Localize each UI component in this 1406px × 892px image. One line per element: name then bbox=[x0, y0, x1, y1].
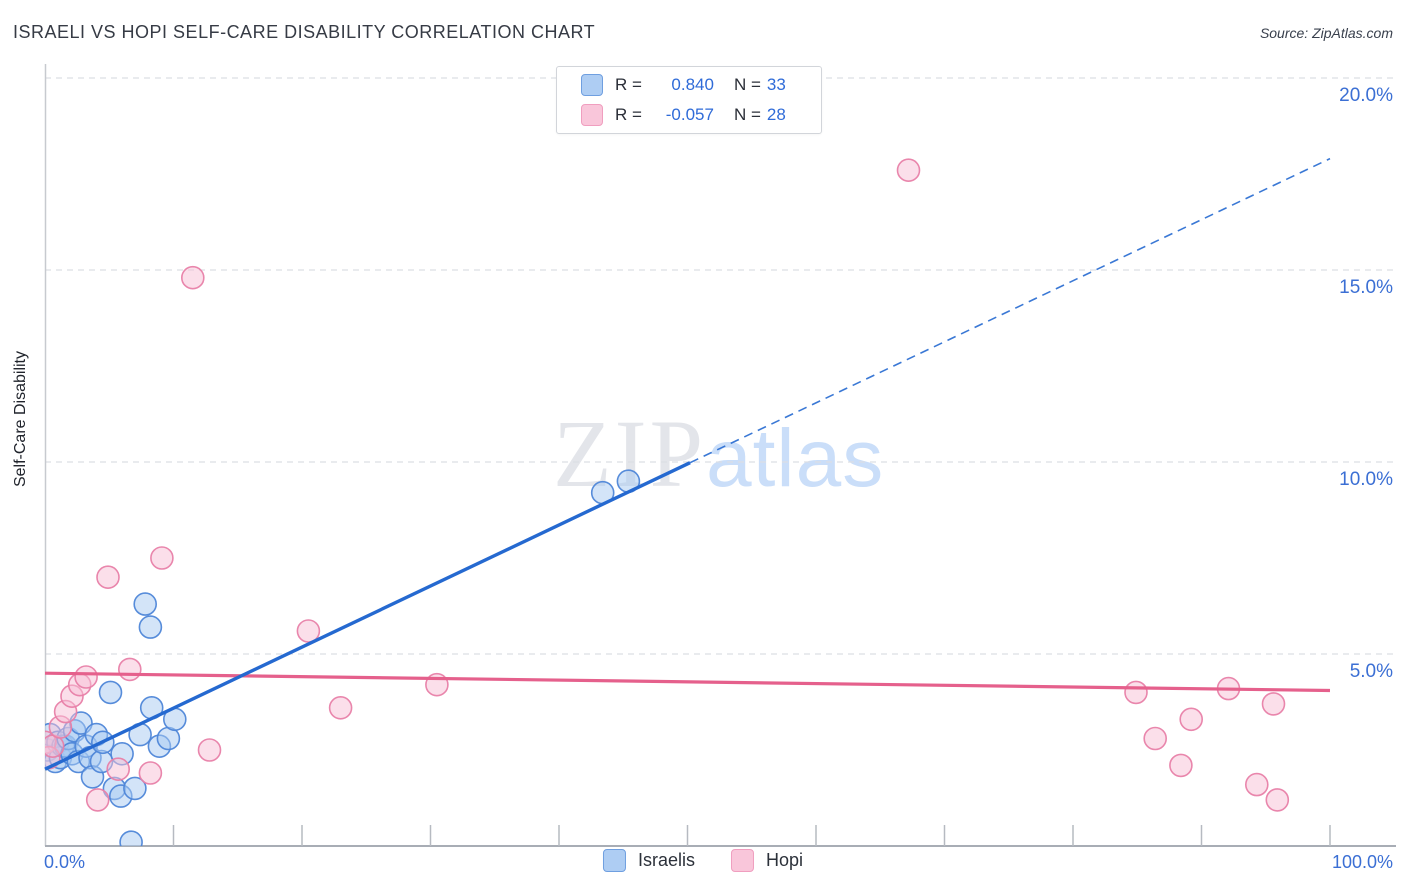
point-hopi bbox=[328, 695, 353, 720]
hopi-swatch-icon bbox=[730, 849, 754, 872]
point-hopi bbox=[1169, 753, 1193, 778]
r-label: R = bbox=[615, 105, 642, 124]
point-hopi bbox=[118, 657, 142, 682]
y-tick-label-20.0%: 20.0% bbox=[1339, 85, 1393, 106]
point-hopi bbox=[1179, 707, 1203, 732]
point-hopi bbox=[181, 265, 205, 290]
point-hopi bbox=[896, 158, 921, 182]
trend-line-hopi bbox=[44, 671, 1331, 693]
y-axis-title: Self-Care Disability bbox=[12, 350, 29, 488]
page-title: ISRAELI VS HOPI SELF-CARE DISABILITY COR… bbox=[13, 22, 596, 42]
hopi-n-value: 28 bbox=[766, 105, 786, 124]
source-credit: Source: ZipAtlas.com bbox=[1259, 25, 1393, 41]
legend-row-israelis: R = 0.840 N = 33 bbox=[557, 72, 821, 98]
y-tick-label-15.0%: 15.0% bbox=[1339, 277, 1393, 298]
y-tick-label-10.0%: 10.0% bbox=[1339, 469, 1393, 490]
correlation-legend: R = 0.840 N = 33 R = -0.057 N = 28 bbox=[556, 66, 822, 134]
point-israelis bbox=[123, 776, 147, 801]
point-israelis bbox=[133, 592, 157, 616]
hopi-r-value: -0.057 bbox=[665, 105, 714, 124]
series-legend: Israelis Hopi bbox=[602, 849, 804, 872]
point-hopi bbox=[150, 546, 174, 570]
israelis-swatch-icon bbox=[581, 74, 603, 96]
israelis-n-value: 33 bbox=[766, 75, 786, 94]
point-israelis bbox=[98, 680, 123, 705]
r-label: R = bbox=[615, 75, 642, 94]
series-legend-hopi: Hopi bbox=[730, 849, 804, 872]
point-hopi bbox=[1265, 788, 1290, 812]
series-legend-israelis-label: Israelis bbox=[637, 850, 695, 870]
y-tick-label-5.0%: 5.0% bbox=[1349, 661, 1393, 682]
x-axis-min-label: 0.0% bbox=[44, 852, 86, 872]
hopi-swatch-icon bbox=[581, 104, 603, 126]
series-legend-hopi-label: Hopi bbox=[765, 850, 804, 870]
n-label: N = bbox=[733, 105, 761, 124]
point-hopi bbox=[106, 757, 130, 782]
legend-row-hopi: R = -0.057 N = 28 bbox=[557, 102, 821, 128]
point-hopi bbox=[74, 665, 98, 689]
israelis-r-value: 0.840 bbox=[671, 75, 714, 94]
israelis-swatch-icon bbox=[602, 849, 626, 872]
point-hopi bbox=[138, 761, 163, 785]
point-hopi bbox=[1124, 680, 1148, 705]
point-israelis bbox=[119, 830, 143, 846]
point-israelis bbox=[138, 615, 163, 639]
x-axis-max-label: 100.0% bbox=[1331, 852, 1393, 872]
point-hopi bbox=[96, 565, 120, 590]
point-hopi bbox=[197, 738, 222, 762]
point-hopi bbox=[1261, 692, 1286, 716]
point-hopi bbox=[1245, 772, 1269, 797]
scatter-points bbox=[45, 158, 1290, 846]
n-label: N = bbox=[733, 75, 761, 94]
trend-line-israelis-solid bbox=[44, 461, 691, 771]
point-hopi bbox=[1143, 726, 1167, 751]
trend-line-israelis-dashed bbox=[689, 157, 1331, 464]
point-hopi bbox=[296, 619, 321, 643]
series-legend-israelis: Israelis bbox=[602, 849, 695, 872]
point-hopi bbox=[85, 788, 110, 812]
